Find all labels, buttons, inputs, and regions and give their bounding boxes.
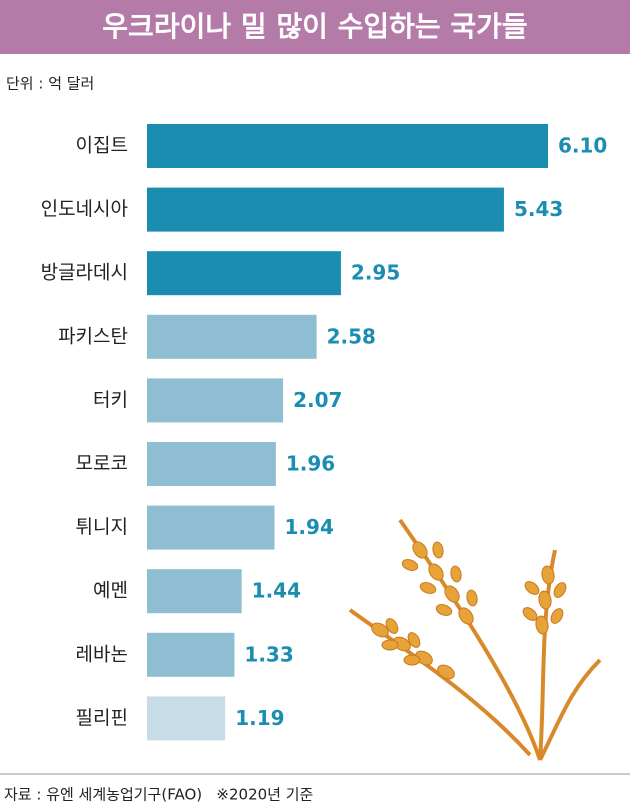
category-label: 예멘 [93, 580, 128, 602]
chart-title: 우크라이나 밀 많이 수입하는 국가들 [102, 10, 527, 43]
value-label: 1.96 [286, 452, 335, 476]
bar [147, 124, 548, 168]
value-label: 1.44 [252, 579, 301, 603]
title-bar [0, 0, 630, 54]
category-label: 레바논 [76, 643, 128, 665]
bar [147, 378, 284, 423]
category-label: 인도네시아 [41, 198, 128, 220]
category-label: 필리핀 [76, 707, 128, 729]
value-label: 5.43 [514, 197, 563, 221]
bar [147, 251, 341, 296]
bar [147, 569, 242, 614]
bar [147, 632, 235, 677]
value-label: 2.58 [327, 324, 376, 348]
bar [147, 187, 504, 232]
category-label: 방글라데시 [41, 262, 128, 284]
value-label: 2.95 [351, 261, 400, 285]
category-label: 이집트 [76, 135, 128, 157]
value-label: 1.94 [285, 515, 334, 539]
bar [147, 314, 317, 359]
value-label: 6.10 [558, 134, 607, 158]
bar [147, 505, 275, 550]
value-label: 2.07 [293, 388, 342, 412]
category-label: 터키 [93, 389, 128, 411]
source-note: 자료 : 유엔 세계농업기구(FAO) ※2020년 기준 [4, 786, 314, 804]
bar [147, 696, 226, 741]
unit-label: 단위 : 억 달러 [6, 75, 94, 93]
category-label: 모로코 [76, 453, 128, 475]
value-label: 1.33 [244, 642, 293, 666]
value-label: 1.19 [235, 706, 284, 730]
category-label: 튀니지 [76, 516, 128, 538]
category-label: 파키스탄 [58, 325, 128, 347]
wheat-illustration [348, 518, 602, 761]
bar [147, 442, 276, 486]
